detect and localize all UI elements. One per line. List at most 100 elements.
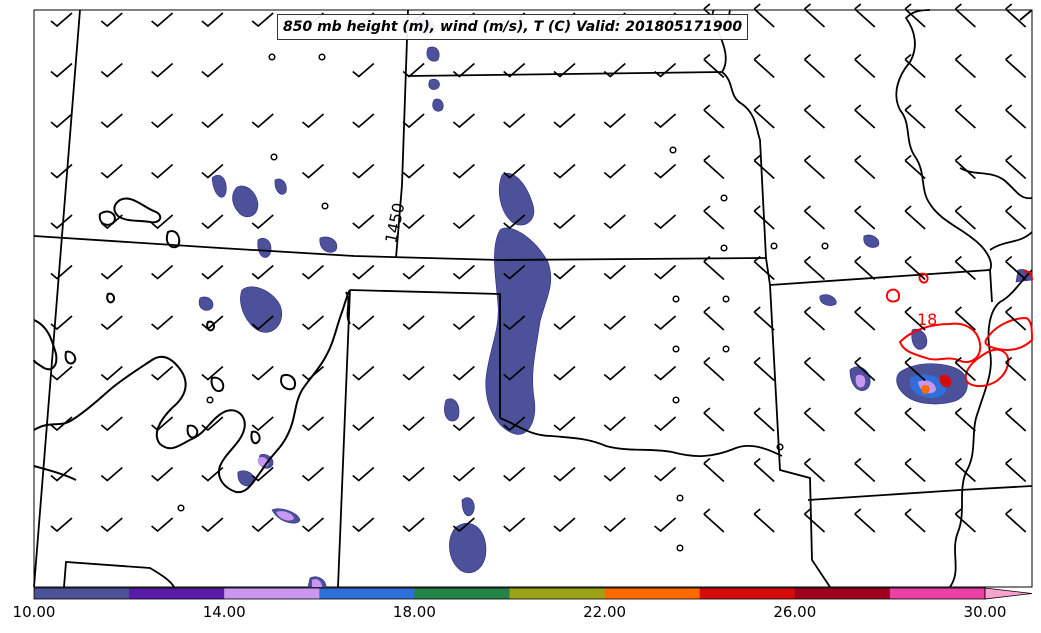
wind-barb — [402, 163, 425, 179]
wind-barb — [251, 113, 274, 129]
wind-barb — [553, 315, 576, 331]
wind-barb — [703, 508, 725, 533]
wind-barb — [703, 154, 725, 180]
wind-barb — [201, 315, 224, 331]
colorbar-segment — [509, 588, 606, 599]
wind-barb — [151, 466, 174, 482]
wind-barb — [151, 12, 174, 28]
wind-barb — [352, 416, 375, 432]
calm-wind-circle — [268, 53, 276, 61]
wind-barb — [201, 466, 224, 482]
wind-barb — [301, 466, 325, 482]
wind-barb — [954, 407, 976, 432]
wind-barb — [151, 365, 174, 381]
wind-barb — [954, 306, 976, 331]
wind-barb — [854, 255, 876, 281]
wind-barb — [803, 407, 826, 432]
wind-barb — [803, 205, 826, 230]
wind-barb — [301, 416, 325, 432]
wind-barb — [753, 508, 775, 533]
wind-barb — [1005, 255, 1027, 281]
wind-barb — [50, 517, 73, 533]
state-boundaries — [33, 9, 1033, 588]
wind-barb — [251, 315, 274, 331]
wind-barb — [151, 416, 174, 432]
wind-barb — [553, 214, 576, 230]
wind-barb — [301, 365, 325, 381]
wind-barb — [753, 407, 775, 432]
colorbar-segment — [699, 588, 796, 599]
wind-barb — [803, 457, 826, 483]
wind-barb — [553, 517, 576, 533]
wind-barb — [654, 113, 677, 129]
wind-barb — [352, 62, 375, 78]
wind-barb — [654, 214, 677, 230]
wind-barb — [703, 407, 725, 432]
calm-wind-circle — [776, 443, 784, 451]
calm-wind-circle — [177, 504, 185, 512]
wind-barb — [301, 163, 325, 179]
wind-barb — [352, 365, 375, 381]
wind-barb — [402, 365, 425, 381]
wind-barb — [452, 163, 475, 179]
wind-barb — [201, 365, 224, 381]
wind-barb — [654, 62, 677, 78]
calm-wind-circle — [676, 544, 684, 552]
wind-barb — [703, 205, 725, 230]
wind-barb — [803, 356, 826, 382]
wind-barb — [803, 53, 826, 79]
calm-wind-circle — [672, 396, 680, 404]
wind-barb — [954, 3, 976, 28]
wind-barb — [352, 315, 375, 331]
wind-barb — [904, 457, 926, 483]
wind-barb — [452, 62, 475, 78]
wind-barb — [954, 508, 976, 533]
wind-barb — [553, 62, 576, 78]
wind-barb — [1005, 154, 1027, 180]
wind-barb — [654, 365, 677, 381]
calm-wind-circle — [669, 146, 677, 154]
wind-barb — [954, 104, 976, 129]
wind-barb — [1005, 3, 1027, 28]
wind-barb — [904, 306, 926, 331]
temperature-contours — [886, 270, 1034, 388]
calm-wind-circle — [321, 202, 329, 210]
wind-barb — [100, 517, 123, 533]
wind-barb — [603, 517, 626, 533]
wind-barb — [603, 113, 626, 129]
wind-barb — [251, 214, 274, 230]
wind-barb — [553, 113, 576, 129]
wind-barb — [603, 214, 626, 230]
wind-barb — [402, 416, 425, 432]
wind-barb — [452, 264, 475, 280]
wind-barb — [452, 416, 475, 432]
wind-barb — [954, 205, 976, 230]
wind-barb — [553, 365, 576, 381]
wind-barb — [100, 113, 123, 129]
calm-wind-circle — [318, 53, 326, 61]
colorbar-segment — [794, 588, 891, 599]
wind-barb — [402, 113, 425, 129]
precip-shading — [198, 18, 1033, 588]
wind-barb — [753, 154, 775, 180]
wind-barb — [50, 365, 73, 381]
calm-wind-circle — [720, 244, 728, 252]
wind-barb — [1005, 508, 1027, 533]
wind-barb — [904, 205, 926, 230]
wind-barb — [251, 466, 274, 482]
wind-barb — [904, 508, 926, 533]
wind-barb — [50, 416, 73, 432]
wind-barb — [703, 104, 725, 129]
wind-barb — [201, 113, 224, 129]
wind-barb — [854, 306, 876, 331]
wind-barb — [654, 416, 677, 432]
wind-barb — [553, 416, 576, 432]
wind-barb — [402, 517, 425, 533]
wind-barb — [603, 163, 626, 179]
wind-barb — [904, 154, 926, 180]
colorbar-segment — [604, 588, 701, 599]
wind-barb — [352, 517, 375, 533]
wind-barb — [352, 466, 375, 482]
wind-barb — [251, 416, 274, 432]
calm-wind-circle — [722, 295, 730, 303]
